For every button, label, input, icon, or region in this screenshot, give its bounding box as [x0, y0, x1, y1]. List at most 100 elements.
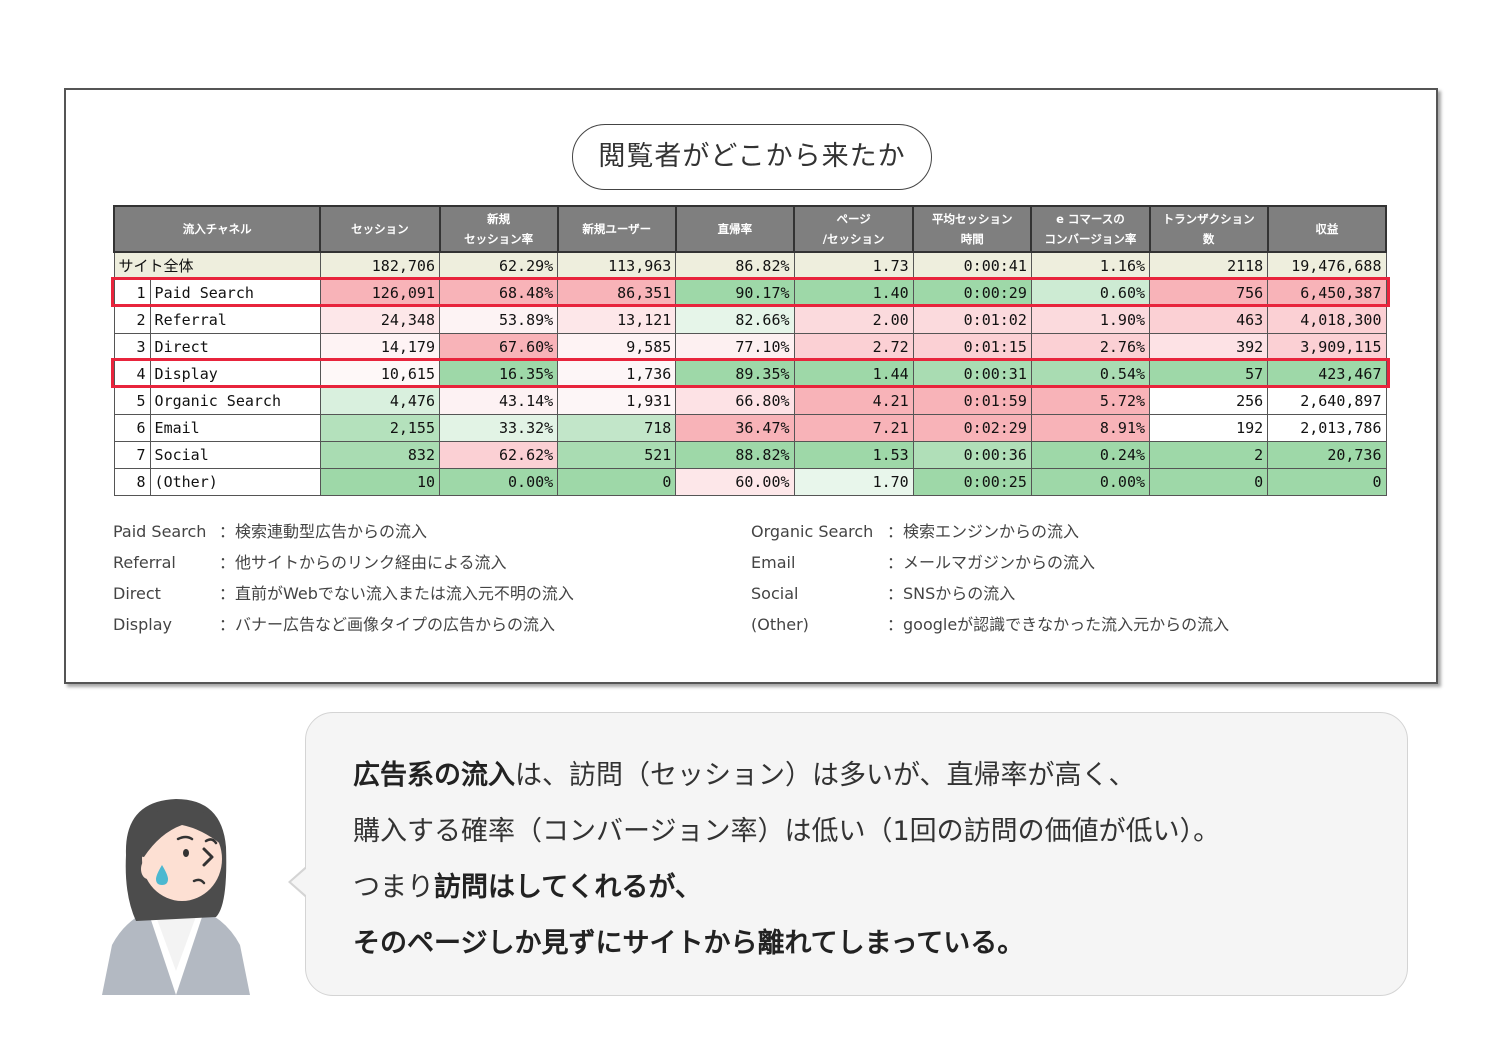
table-cell: 0.24%: [1030, 440, 1151, 469]
table-cell: 192: [1149, 413, 1269, 442]
legend-desc: ：検索エンジンからの流入: [887, 522, 1080, 541]
row-channel: Direct: [149, 332, 321, 361]
table-cell: 1.73: [793, 251, 914, 280]
row-channel: Paid Search: [149, 278, 321, 307]
table-cell: 19,476,688: [1267, 251, 1387, 280]
bubble-line3-bold: 訪問はしてくれるが、: [434, 872, 702, 903]
table-cell: 7.21: [793, 413, 914, 442]
column-header-line: セッション率: [464, 232, 534, 246]
column-header-line: 新規ユーザー: [582, 222, 652, 236]
table-cell: 67.60%: [438, 332, 559, 361]
column-header-line: 時間: [960, 232, 984, 246]
table-cell: 0:01:59: [912, 386, 1032, 415]
row-channel: Display: [149, 359, 321, 388]
table-cell: 16.35%: [438, 359, 559, 388]
column-header-line: ページ: [836, 212, 871, 226]
bubble-line2: 購入する確率（コンバージョン率）は低い（1回の訪問の価値が低い）。: [353, 816, 1221, 847]
table-row: 2 Referral 24,348 53.89% 13,121 82.66% 2.00 0:0…: [113, 305, 1387, 334]
legend-key: Display: [113, 615, 172, 634]
table-row: 1 Paid Search 126,091 68.48% 86,351 90.17% 1.4…: [113, 278, 1387, 307]
column-header-line: コンバージョン率: [1044, 232, 1137, 246]
table-cell: 113,963: [557, 251, 677, 280]
table-cell: 33.32%: [438, 413, 559, 442]
table-cell: 0.00%: [438, 467, 559, 496]
column-header-line: 数: [1202, 232, 1215, 246]
bubble-line1-bold: 広告系の流入: [353, 760, 515, 791]
row-channel: Email: [149, 413, 321, 442]
legend-key: Email: [751, 553, 796, 572]
table-cell: 62.29%: [438, 251, 559, 280]
table-cell: 43.14%: [438, 386, 559, 415]
table-cell: 88.82%: [675, 440, 795, 469]
table-cell: 1.44: [793, 359, 914, 388]
table-cell: 423,467: [1267, 359, 1387, 388]
column-header: セッション: [319, 205, 441, 253]
row-rank: 6: [113, 413, 151, 442]
legend-item: Display ：バナー広告など画像タイプの広告からの流入: [113, 609, 574, 640]
table-row-total: サイト全体 182,706 62.29% 113,963 86.82% 1.73 0:00:…: [113, 251, 1387, 280]
table-cell: 20,736: [1267, 440, 1387, 469]
row-channel: Social: [149, 440, 321, 469]
legend-key: Direct: [113, 584, 161, 603]
table-cell: 832: [319, 440, 441, 469]
row-rank: 2: [113, 305, 151, 334]
column-header-line: 収益: [1315, 222, 1339, 236]
table-cell: 90.17%: [675, 278, 795, 307]
column-header-line: 流入チャネル: [182, 222, 252, 236]
table-cell: 3,909,115: [1267, 332, 1387, 361]
legend-key: (Other): [751, 615, 809, 634]
legend-desc: ：他サイトからのリンク経由による流入: [219, 553, 507, 572]
table-cell: 36.47%: [675, 413, 795, 442]
table-cell: 60.00%: [675, 467, 795, 496]
table-cell: 77.10%: [675, 332, 795, 361]
table-cell: 0: [1267, 467, 1387, 496]
table-cell: 10,615: [319, 359, 441, 388]
table-cell: 1.40: [793, 278, 914, 307]
legend-item: Direct ：直前がWebでない流入または流入元不明の流入: [113, 578, 574, 609]
column-header-line: e コマースの: [1056, 212, 1125, 226]
table-cell: 13,121: [557, 305, 677, 334]
column-header-line: 平均セッション: [932, 212, 1013, 226]
row-rank: 4: [113, 359, 151, 388]
legend-desc: ：googleが認識できなかった流入元からの流入: [887, 615, 1230, 634]
table-cell: 0:00:29: [912, 278, 1032, 307]
bubble-line1-rest: は、訪問（セッション）は多いが、直帰率が高く、: [515, 760, 1136, 791]
table-cell: 1.90%: [1030, 305, 1151, 334]
table-cell: 66.80%: [675, 386, 795, 415]
table-cell: 2.00: [793, 305, 914, 334]
table-cell: 0: [557, 467, 677, 496]
legend-item: Paid Search ：検索連動型広告からの流入: [113, 516, 574, 547]
row-rank: 7: [113, 440, 151, 469]
table-cell: 0:02:29: [912, 413, 1032, 442]
legend-item: Referral ：他サイトからのリンク経由による流入: [113, 547, 574, 578]
table-cell: 10: [319, 467, 441, 496]
table-cell: 5.72%: [1030, 386, 1151, 415]
table-cell: 2.72: [793, 332, 914, 361]
legend-desc: ：検索連動型広告からの流入: [219, 522, 428, 541]
speech-bubble: [305, 712, 1408, 996]
table-cell: 182,706: [319, 251, 441, 280]
row-rank: 5: [113, 386, 151, 415]
table-cell: 82.66%: [675, 305, 795, 334]
table-row: 8 (Other) 10 0.00% 0 60.00% 1.70 0:00:25 0.00% 0 0: [113, 467, 1387, 496]
table-cell: 2118: [1149, 251, 1269, 280]
table-cell: 0.54%: [1030, 359, 1151, 388]
table-cell: 86.82%: [675, 251, 795, 280]
row-channel: Organic Search: [149, 386, 321, 415]
bubble-line4-bold: そのページしか見ずにサイトから離れてしまっている。: [353, 928, 1025, 959]
table-cell: 2: [1149, 440, 1269, 469]
table-cell: 0:00:25: [912, 467, 1032, 496]
table-cell: 256: [1149, 386, 1269, 415]
table-cell: 756: [1149, 278, 1269, 307]
column-header: 新規ユーザー: [556, 205, 677, 253]
table-cell: 53.89%: [438, 305, 559, 334]
table-row: 3 Direct 14,179 67.60% 9,585 77.10% 2.72 0:01:1…: [113, 332, 1387, 361]
column-header: 直帰率: [674, 205, 796, 253]
table-cell: 2,640,897: [1267, 386, 1387, 415]
table-cell: 4.21: [793, 386, 914, 415]
column-header-line: セッション: [351, 222, 409, 236]
column-header: 収益: [1266, 205, 1388, 253]
row-channel: Referral: [149, 305, 321, 334]
table-cell: 14,179: [319, 332, 441, 361]
worried-woman-avatar: [102, 799, 250, 995]
